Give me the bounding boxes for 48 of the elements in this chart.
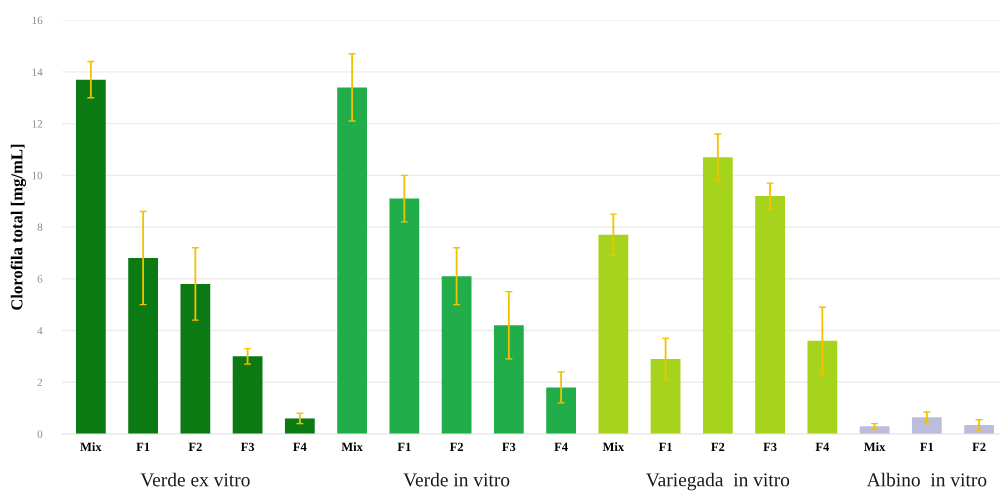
x-tick-label: F1 <box>136 442 150 451</box>
y-tick-label: 12 <box>32 120 43 128</box>
y-tick-label: 14 <box>32 68 43 76</box>
x-tick-label: F4 <box>554 442 568 451</box>
series-label: Albino in vitro <box>866 472 987 487</box>
x-tick-label: F4 <box>293 442 307 451</box>
x-tick-label: F2 <box>972 442 986 451</box>
y-tick-label: 16 <box>32 16 43 25</box>
x-tick-label: F4 <box>815 442 830 451</box>
x-tick-label: F1 <box>397 442 411 451</box>
x-tick-label: F3 <box>763 442 777 452</box>
bar <box>284 418 315 434</box>
bar <box>807 340 838 434</box>
x-tick-label: Mix <box>602 442 625 451</box>
x-tick-label: F1 <box>920 442 934 451</box>
bar <box>75 79 106 434</box>
y-tick-label: 4 <box>37 327 43 335</box>
x-tick-label: Mix <box>80 442 102 451</box>
bar <box>441 276 472 434</box>
y-tick-label: 8 <box>37 223 43 232</box>
bar <box>755 196 785 434</box>
y-tick-label: 6 <box>37 275 43 283</box>
bar <box>180 283 211 434</box>
x-tick-label: F3 <box>502 442 516 452</box>
y-axis-title: Clorofila total [mg/mL] <box>10 144 27 310</box>
y-tick-label: 0 <box>37 430 43 438</box>
bar <box>493 325 524 434</box>
y-tick-label: 2 <box>37 378 43 387</box>
series-label: Verde in vitro <box>403 472 510 487</box>
bar <box>546 387 576 434</box>
x-tick-label: F2 <box>711 442 725 451</box>
bar <box>389 198 420 434</box>
bar <box>911 417 942 434</box>
bar <box>650 358 681 434</box>
x-tick-label: F2 <box>449 442 464 451</box>
x-tick-label: Mix <box>341 442 363 451</box>
x-tick-label: F2 <box>188 442 202 451</box>
bar <box>337 87 367 434</box>
bar <box>598 234 629 434</box>
x-tick-label: Mix <box>864 442 886 451</box>
x-tick-label: F1 <box>658 442 672 451</box>
y-tick-label: 10 <box>32 171 43 180</box>
bar <box>702 157 733 434</box>
series-label: Verde ex vitro <box>140 472 250 487</box>
bar <box>232 356 263 434</box>
bar <box>128 258 158 434</box>
text: Variegada in vitro <box>645 472 790 491</box>
x-tick-label: F3 <box>240 442 255 452</box>
